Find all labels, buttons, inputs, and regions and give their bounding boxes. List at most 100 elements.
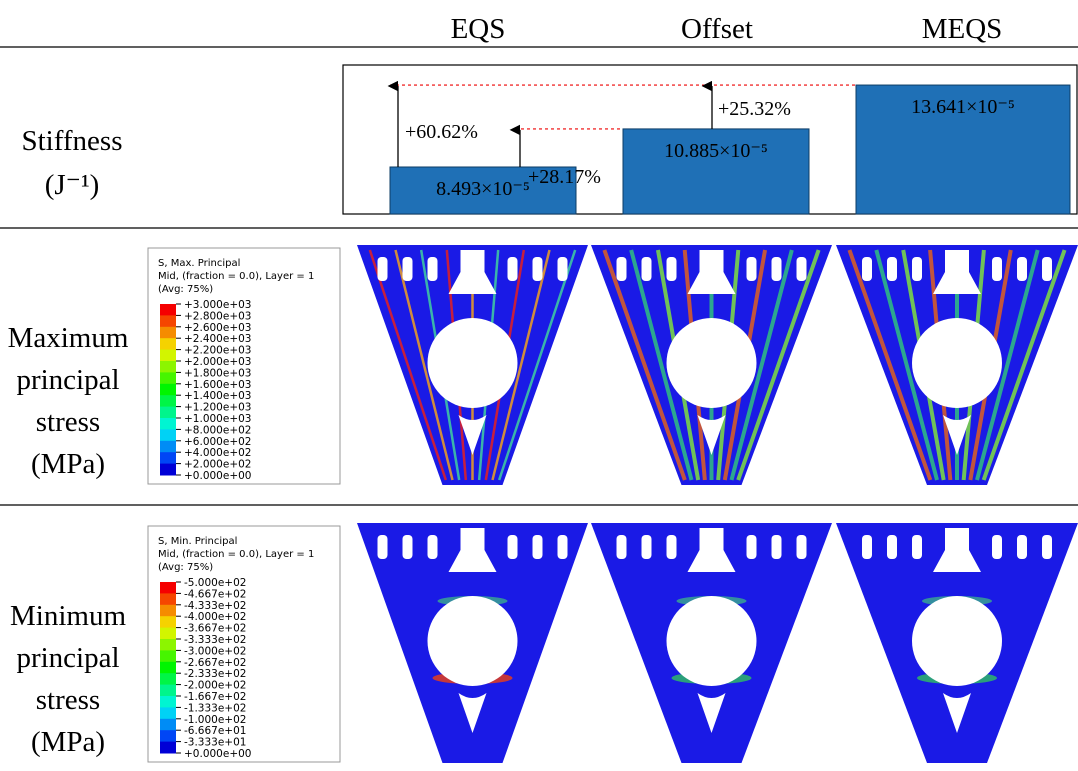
legend-tick-label: +0.000e+00 [184, 470, 251, 482]
colorbar-segment [160, 441, 176, 453]
legend-title: Mid, (fraction = 0.0), Layer = 1 [158, 549, 314, 560]
cutout [558, 535, 568, 559]
cutout [667, 535, 677, 559]
row-label: stress [36, 406, 100, 438]
cutout [428, 257, 438, 281]
colorbar-segment [160, 582, 176, 594]
cutout [1017, 257, 1027, 281]
colorbar-segment [160, 719, 176, 731]
cutout [887, 535, 897, 559]
annotation: +25.32% [718, 98, 791, 120]
row-label: Minimum [10, 600, 126, 632]
legend-tick-label: +2.800e+03 [184, 310, 251, 322]
bar-value-label: 8.493×10⁻⁵ [436, 178, 530, 200]
cutout [533, 257, 543, 281]
legend-tick-label: -3.000e+02 [184, 645, 246, 657]
cutout [862, 257, 872, 281]
stress-map [836, 245, 1078, 485]
colorbar-segment [160, 662, 176, 674]
legend-tick-label: -1.000e+02 [184, 714, 246, 726]
legend-tick-label: +2.200e+03 [184, 345, 251, 357]
cutout [772, 535, 782, 559]
row-label: (MPa) [31, 726, 105, 758]
stress-map [357, 523, 588, 763]
column-header: EQS [451, 13, 506, 45]
legend-tick-label: +1.600e+03 [184, 379, 251, 391]
legend-title: (Avg: 75%) [158, 284, 213, 295]
colorbar-segment [160, 685, 176, 697]
row-label: principal [16, 642, 119, 674]
cutout [1042, 257, 1052, 281]
legend-tick-label: +3.000e+03 [184, 299, 251, 311]
row-label: stress [36, 684, 100, 716]
cutout [797, 535, 807, 559]
hole [667, 318, 757, 408]
colorbar-segment [160, 452, 176, 464]
figure: EQSOffsetMEQSStiffness(J⁻¹)8.493×10⁻⁵10.… [0, 0, 1078, 771]
column-header: MEQS [922, 13, 1003, 45]
colorbar-segment [160, 673, 176, 685]
cutout [403, 257, 413, 281]
colorbar-segment [160, 730, 176, 742]
cutout [797, 257, 807, 281]
colorbar-segment [160, 639, 176, 651]
legend-tick-label: -6.667e+01 [184, 725, 246, 737]
colorbar-segment [160, 628, 176, 640]
legend-tick-label: -2.667e+02 [184, 657, 246, 669]
stress-map [357, 245, 588, 485]
cutout [558, 257, 568, 281]
legend-tick-label: +8.000e+02 [184, 424, 251, 436]
legend-tick-label: +4.000e+02 [184, 447, 251, 459]
legend-tick-label: -1.667e+02 [184, 691, 246, 703]
colorbar-segment [160, 350, 176, 362]
cutout [403, 535, 413, 559]
colorbar-segment [160, 605, 176, 617]
colorbar-segment [160, 429, 176, 441]
cutout [912, 257, 922, 281]
colorbar-segment [160, 395, 176, 407]
annotation: +60.62% [405, 121, 478, 143]
legend-tick-label: +2.600e+03 [184, 322, 251, 334]
hole [667, 596, 757, 686]
colorbar-segment [160, 384, 176, 396]
colorbar-segment [160, 418, 176, 430]
cutout [533, 535, 543, 559]
bar-value-label: 13.641×10⁻⁵ [911, 96, 1015, 118]
colorbar-segment [160, 650, 176, 662]
cutout [912, 535, 922, 559]
legend-tick-label: -4.667e+02 [184, 588, 246, 600]
legend-tick-label: -5.000e+02 [184, 577, 246, 589]
legend-tick-label: -1.333e+02 [184, 702, 246, 714]
legend-tick-label: -4.333e+02 [184, 600, 246, 612]
cutout [642, 257, 652, 281]
row-label: Stiffness [22, 125, 123, 157]
cutout [862, 535, 872, 559]
hole [428, 318, 518, 408]
legend-tick-label: +1.800e+03 [184, 367, 251, 379]
legend-tick-label: +2.400e+03 [184, 333, 251, 345]
cutout [1017, 535, 1027, 559]
hole [912, 318, 1002, 408]
colorbar-segment [160, 372, 176, 384]
column-header: Offset [681, 13, 753, 45]
cutout [887, 257, 897, 281]
hole [428, 596, 518, 686]
legend-tick-label: +6.000e+02 [184, 436, 251, 448]
cutout [428, 535, 438, 559]
cutout [378, 257, 388, 281]
cutout [667, 257, 677, 281]
cutout [747, 257, 757, 281]
colorbar-segment [160, 304, 176, 316]
stress-map [591, 523, 832, 763]
legend-tick-label: +2.000e+03 [184, 356, 251, 368]
stress-map [836, 523, 1078, 763]
cutout [772, 257, 782, 281]
colorbar-segment [160, 464, 176, 476]
legend-tick-label: +2.000e+02 [184, 459, 251, 471]
cutout [617, 535, 627, 559]
legend-tick-label: -4.000e+02 [184, 611, 246, 623]
legend-title: S, Min. Principal [158, 536, 237, 547]
colorbar-segment [160, 742, 176, 754]
hole [912, 596, 1002, 686]
legend-tick-label: +1.200e+03 [184, 402, 251, 414]
